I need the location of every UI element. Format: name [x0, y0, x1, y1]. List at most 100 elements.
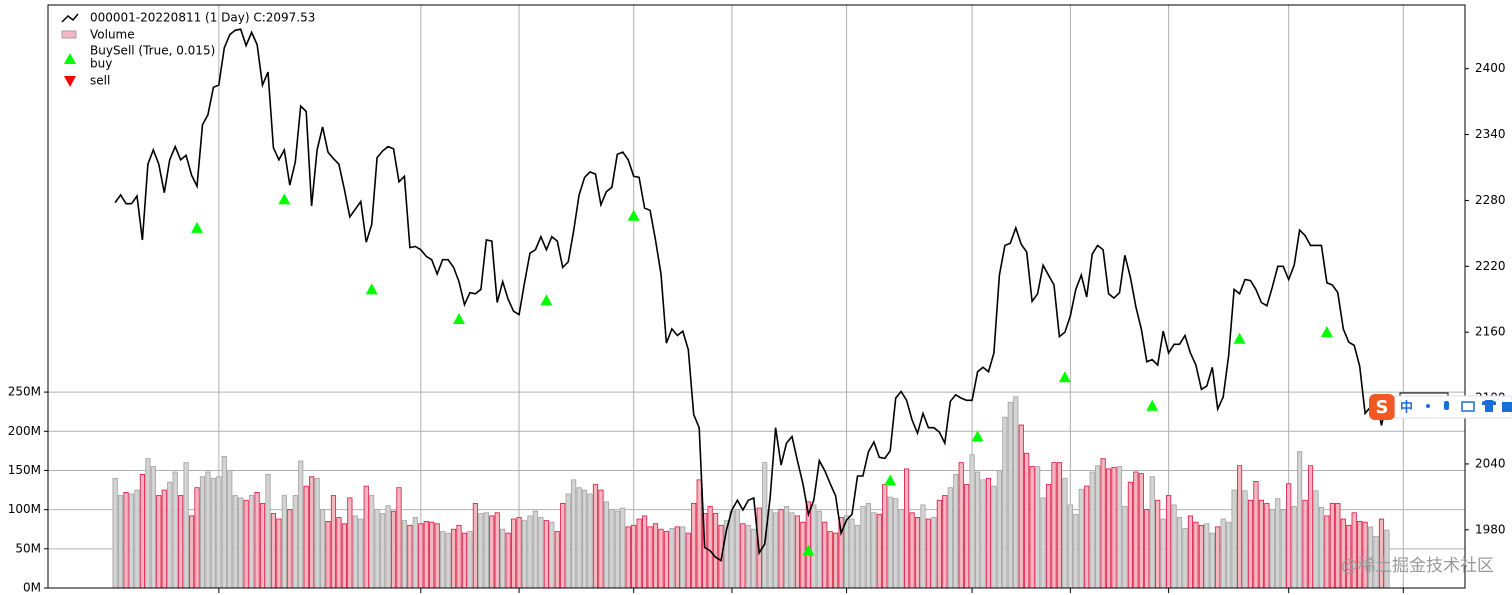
volume-bar [953, 473, 959, 589]
volume-bar [1073, 513, 1079, 589]
volume-bar [773, 512, 779, 589]
volume-bar [483, 512, 489, 589]
volume-bar [565, 493, 571, 589]
volume-bar [1258, 499, 1264, 589]
volume-bar [751, 528, 757, 589]
volume-bar [1160, 518, 1166, 589]
y2-tick-label: 2280 [1475, 193, 1506, 207]
volume-bar [1291, 506, 1297, 589]
volume-bar [740, 523, 746, 589]
volume-bar [1078, 488, 1084, 589]
ime-icon [1482, 400, 1496, 412]
volume-bar [461, 532, 468, 589]
volume-bar [603, 501, 609, 589]
volume-bar [298, 460, 304, 589]
volume-bar [1040, 497, 1046, 589]
volume-bar [445, 532, 451, 589]
volume-bar [139, 473, 146, 589]
volume-bar [854, 524, 861, 589]
ime-icon [1426, 404, 1430, 408]
legend-label: sell [90, 74, 110, 88]
y2-tick-label: 2160 [1475, 325, 1506, 339]
volume-bar [1171, 504, 1177, 589]
volume-bar [1182, 528, 1188, 589]
volume-bar [472, 502, 478, 589]
volume-bar [969, 454, 975, 589]
volume-bar [642, 515, 648, 589]
volume-bar [1095, 465, 1101, 589]
volume-bar [352, 515, 358, 589]
volume-bar [1275, 498, 1281, 589]
volume-bar [843, 515, 850, 589]
volume-bar [958, 462, 964, 589]
volume-bar [314, 477, 320, 589]
ime-icon [1461, 401, 1475, 412]
volume-bar [893, 498, 899, 589]
volume-bar [1089, 471, 1095, 589]
volume-bar [167, 481, 173, 589]
volume-bar [199, 476, 206, 589]
volume-bar [1105, 468, 1112, 589]
volume-bar [1335, 502, 1341, 589]
volume-bar [674, 526, 680, 589]
volume-bar [390, 510, 397, 589]
volume-bar [1264, 502, 1270, 589]
volume-bar [358, 518, 364, 589]
buy-marker [278, 193, 291, 205]
volume-bar [909, 512, 915, 589]
volume-bar [996, 470, 1002, 589]
volume-bar [156, 495, 162, 589]
volume-bar [287, 509, 293, 589]
volume-bar [259, 502, 266, 589]
legend-line-icon [61, 13, 79, 23]
volume-bar [925, 518, 932, 589]
volume-bar [1351, 512, 1357, 589]
volume-bar [161, 489, 167, 589]
volume-bar [205, 471, 211, 589]
volume-bar [592, 484, 599, 589]
ime-logo-letter: S [1376, 397, 1389, 418]
volume-bar [1307, 465, 1314, 589]
volume-bar [1144, 509, 1150, 589]
volume-bar [418, 523, 424, 589]
buy-marker [1320, 326, 1333, 338]
volume-bar [336, 517, 342, 589]
volume-bar [783, 506, 790, 589]
volume-bar [1253, 481, 1259, 589]
volume-bar [964, 484, 970, 589]
y-tick-label: 150M [8, 463, 41, 477]
volume-bar [380, 513, 386, 589]
volume-bar [609, 509, 615, 589]
volume-bar [1357, 520, 1363, 589]
volume-bar [341, 523, 347, 589]
volume-bar [931, 517, 937, 589]
volume-bar [412, 517, 418, 589]
volume-bar [1286, 483, 1292, 589]
volume-bar [549, 521, 555, 589]
volume-bar [652, 523, 659, 589]
volume-bar [243, 499, 249, 589]
volume-bar [1062, 477, 1068, 589]
y2-tick-label: 2220 [1475, 259, 1506, 273]
volume-bar [882, 484, 888, 589]
volume-bar [631, 524, 637, 589]
volume-bar [1155, 499, 1161, 589]
volume-bar [1187, 515, 1194, 589]
volume-bar [374, 509, 380, 589]
ime-icon [1502, 402, 1512, 412]
volume-bar [1242, 490, 1248, 589]
volume-bar [898, 509, 904, 589]
volume-bar [330, 495, 337, 589]
volume-bar [227, 470, 233, 589]
volume-bar [183, 462, 189, 589]
volume-bar [1084, 485, 1090, 589]
legend-label: buy [90, 57, 112, 71]
volume-bar [581, 489, 588, 589]
volume-bar [816, 510, 822, 589]
y2-tick-label: 1980 [1475, 522, 1506, 536]
volume-bar [1067, 504, 1073, 589]
buy-marker [1058, 371, 1071, 383]
volume-bar [385, 505, 391, 589]
volume-bar [1166, 495, 1172, 589]
